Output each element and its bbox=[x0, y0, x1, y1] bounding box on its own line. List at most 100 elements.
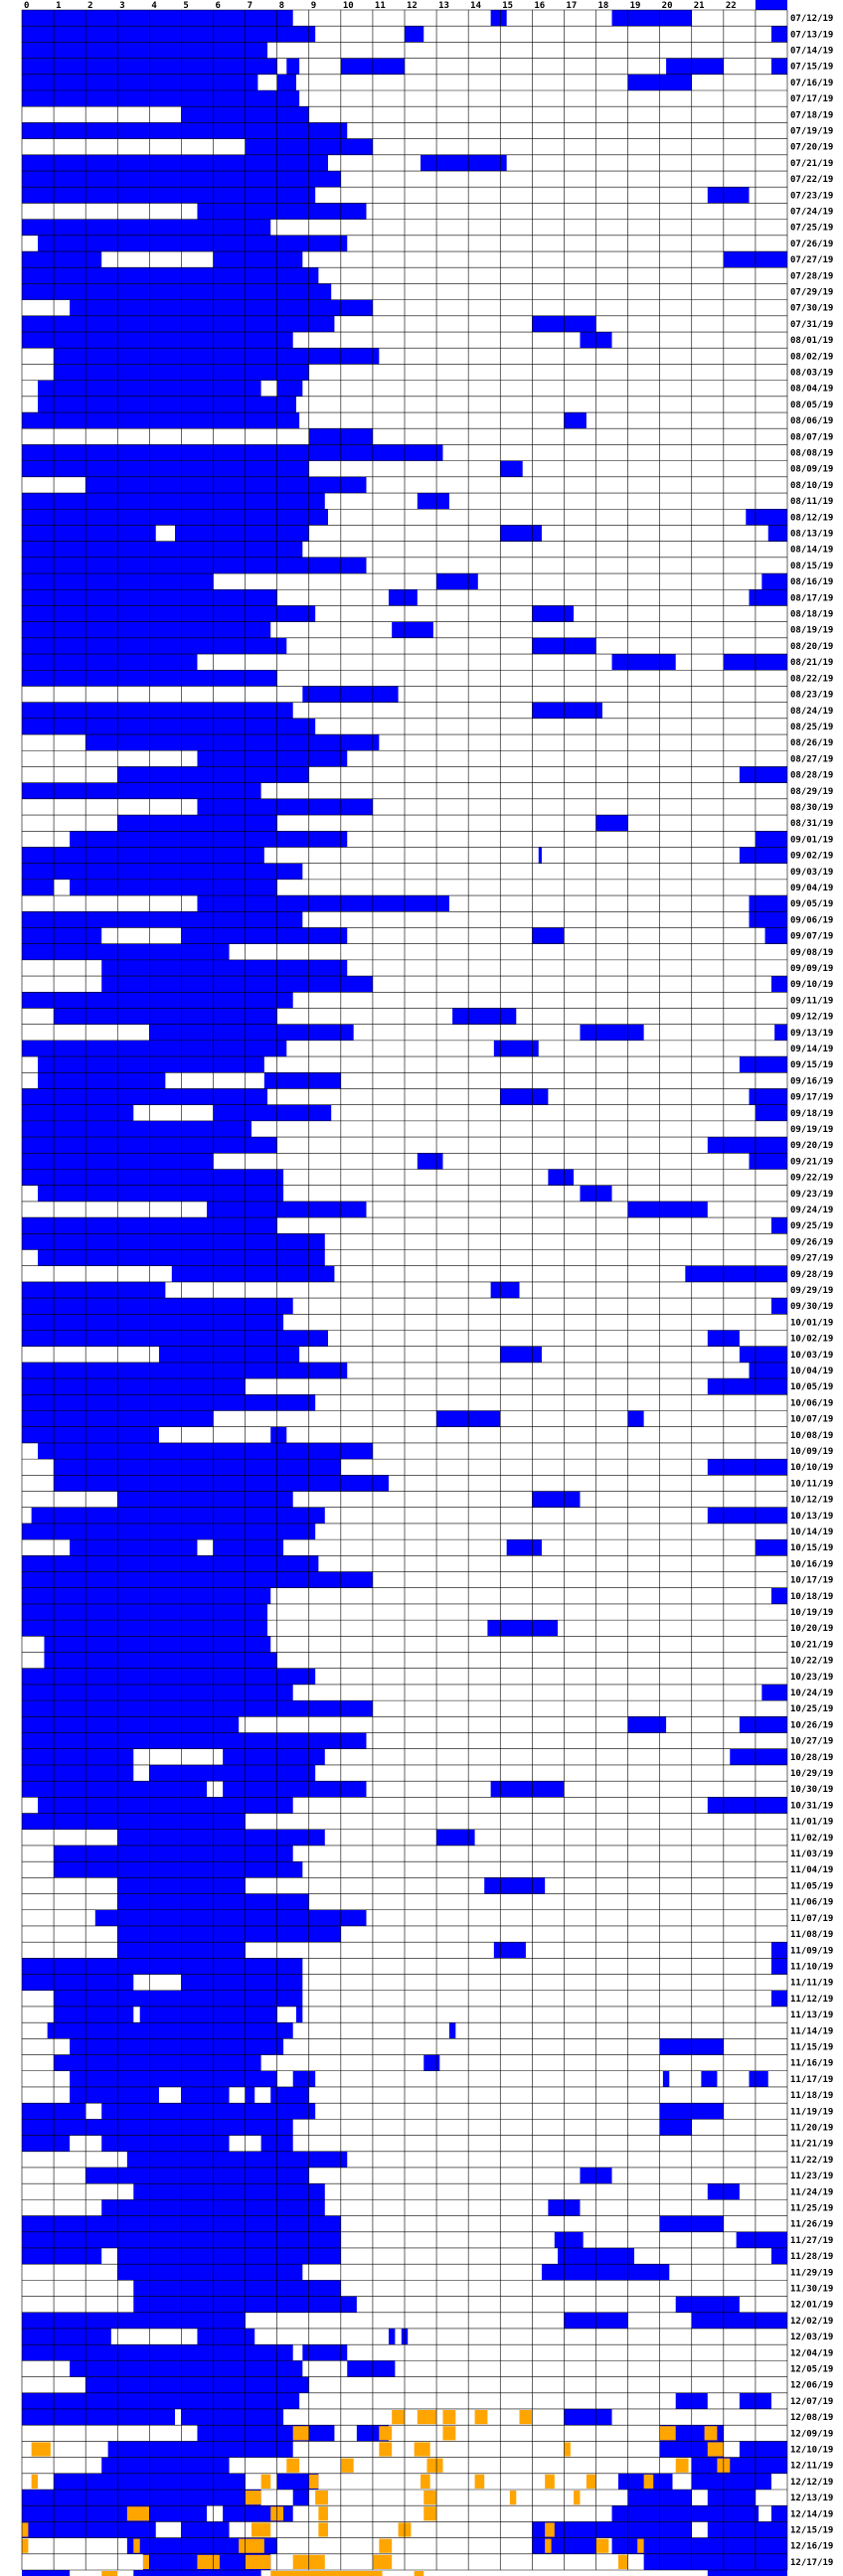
activity-bar-blue bbox=[270, 1426, 287, 1443]
hour-label: 21 bbox=[694, 1, 705, 11]
hour-label: 22 bbox=[726, 1, 737, 11]
activity-bar-blue bbox=[564, 412, 587, 429]
hour-label: 13 bbox=[438, 1, 449, 11]
activity-bar-blue bbox=[22, 2521, 156, 2538]
activity-bar-blue bbox=[70, 2038, 284, 2055]
activity-bar-blue bbox=[276, 380, 303, 397]
activity-bar-blue bbox=[659, 2119, 692, 2136]
activity-bar-orange bbox=[442, 2426, 456, 2441]
activity-bar-blue bbox=[749, 895, 787, 912]
activity-bar-blue bbox=[532, 1491, 581, 1508]
activity-bar-blue bbox=[31, 1507, 325, 1524]
activity-bar-orange bbox=[126, 2506, 150, 2521]
activity-bar-orange bbox=[379, 2442, 393, 2457]
activity-bar-blue bbox=[749, 589, 787, 606]
hour-label: 10 bbox=[343, 1, 354, 11]
date-label: 11/16/19 bbox=[790, 2059, 833, 2069]
activity-bar-blue bbox=[22, 219, 271, 236]
activity-bar-blue bbox=[38, 396, 296, 413]
activity-bar-blue bbox=[22, 1813, 246, 1830]
activity-bar-blue bbox=[54, 1475, 389, 1492]
activity-bar-blue bbox=[263, 1072, 341, 1089]
activity-bar-blue bbox=[126, 2151, 348, 2168]
date-label: 12/13/19 bbox=[790, 2494, 833, 2503]
activity-bar-blue bbox=[22, 1378, 246, 1395]
date-axis-labels: 07/12/19 07/13/19 07/14/19 07/15/19 07/16/19… bbox=[790, 14, 833, 2568]
header-highlight-cell bbox=[755, 0, 787, 10]
activity-bar-blue bbox=[22, 251, 102, 268]
date-label: 12/08/19 bbox=[790, 2413, 833, 2423]
hour-label: 11 bbox=[375, 1, 386, 11]
activity-bar-blue bbox=[662, 2070, 670, 2087]
date-label: 08/14/19 bbox=[790, 546, 833, 556]
hour-label: 1 bbox=[56, 1, 61, 11]
activity-bar-blue bbox=[532, 702, 602, 719]
hour-label: 8 bbox=[279, 1, 284, 11]
activity-bar-blue bbox=[627, 1410, 644, 1427]
activity-bar-blue bbox=[207, 1201, 367, 1218]
activity-bar-blue bbox=[707, 2570, 787, 2576]
activity-bar-blue bbox=[181, 2521, 230, 2538]
date-label: 07/20/19 bbox=[790, 143, 833, 153]
date-label: 09/14/19 bbox=[790, 1045, 833, 1054]
date-label: 08/20/19 bbox=[790, 642, 833, 652]
activity-bar-blue bbox=[149, 1764, 316, 1782]
date-label: 10/10/19 bbox=[790, 1463, 833, 1473]
activity-bar-blue bbox=[22, 2505, 208, 2522]
hour-axis-labels: 01234567891011121314151617181920212223 bbox=[24, 1, 768, 11]
activity-bar-blue bbox=[38, 1442, 373, 1460]
activity-bar-blue bbox=[133, 2280, 341, 2297]
date-label: 11/03/19 bbox=[790, 1850, 833, 1859]
activity-bar-blue bbox=[85, 2167, 309, 2184]
date-label: 07/13/19 bbox=[790, 30, 833, 40]
activity-bar-blue bbox=[22, 332, 293, 349]
activity-bar-blue bbox=[388, 2328, 396, 2345]
activity-bar-blue bbox=[245, 2086, 255, 2104]
date-label: 08/12/19 bbox=[790, 513, 833, 523]
activity-bar-blue bbox=[22, 1587, 271, 1604]
date-label: 08/06/19 bbox=[790, 416, 833, 426]
activity-bar-blue bbox=[101, 2135, 230, 2152]
activity-bar-blue bbox=[707, 1459, 787, 1476]
activity-bar-orange bbox=[22, 2522, 29, 2537]
date-label: 08/15/19 bbox=[790, 562, 833, 571]
activity-bar-blue bbox=[22, 267, 319, 284]
activity-bar-blue bbox=[22, 863, 303, 880]
activity-bar-blue bbox=[276, 2473, 319, 2490]
activity-bar-blue bbox=[22, 1700, 373, 1717]
date-label: 11/20/19 bbox=[790, 2123, 833, 2133]
activity-bar-blue bbox=[701, 2070, 718, 2087]
date-label: 11/29/19 bbox=[790, 2268, 833, 2278]
date-label: 10/08/19 bbox=[790, 1431, 833, 1441]
date-label: 10/07/19 bbox=[790, 1415, 833, 1425]
date-label: 11/06/19 bbox=[790, 1898, 833, 1908]
date-label: 12/16/19 bbox=[790, 2542, 833, 2552]
activity-bar-orange bbox=[308, 2474, 319, 2489]
activity-bar-blue bbox=[347, 2360, 396, 2377]
activity-bar-blue bbox=[580, 1024, 644, 1041]
activity-bar-blue bbox=[22, 782, 261, 799]
activity-bar-orange bbox=[101, 2571, 118, 2576]
activity-bar-orange bbox=[509, 2490, 517, 2505]
date-label: 08/29/19 bbox=[790, 787, 833, 797]
activity-bar-orange bbox=[426, 2458, 443, 2473]
date-label: 08/07/19 bbox=[790, 432, 833, 442]
date-label: 07/22/19 bbox=[790, 175, 833, 185]
date-label: 09/02/19 bbox=[790, 852, 833, 862]
date-label: 12/17/19 bbox=[790, 2558, 833, 2568]
activity-bar-blue bbox=[770, 2247, 787, 2265]
date-label: 07/25/19 bbox=[790, 224, 833, 234]
activity-bar-blue bbox=[22, 2570, 71, 2576]
hour-label: 3 bbox=[119, 1, 124, 11]
date-label: 09/26/19 bbox=[790, 1237, 833, 1247]
activity-bar-blue bbox=[746, 509, 787, 526]
date-label: 11/08/19 bbox=[790, 1930, 833, 1940]
date-label: 08/05/19 bbox=[790, 401, 833, 410]
activity-bar-orange bbox=[423, 2506, 437, 2521]
activity-bar-blue bbox=[500, 525, 542, 542]
date-label: 08/17/19 bbox=[790, 593, 833, 603]
activity-bar-blue bbox=[627, 1201, 708, 1218]
date-label: 12/01/19 bbox=[790, 2301, 833, 2311]
activity-bar-blue bbox=[749, 1153, 787, 1170]
